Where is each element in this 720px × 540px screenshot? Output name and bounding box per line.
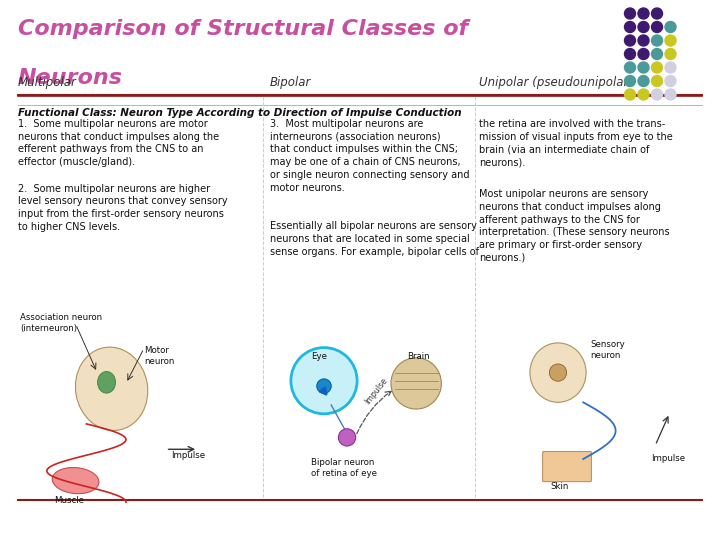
Text: 3.  Most multipolar neurons are
interneurons (association neurons)
that conduct : 3. Most multipolar neurons are interneur…: [270, 119, 469, 193]
Ellipse shape: [530, 343, 586, 402]
Circle shape: [624, 89, 636, 100]
Text: Bipolar: Bipolar: [270, 76, 311, 89]
Circle shape: [665, 89, 676, 100]
Text: Motor
neuron: Motor neuron: [144, 346, 174, 366]
Circle shape: [638, 76, 649, 86]
Circle shape: [652, 22, 662, 32]
Text: 2.  Some multipolar neurons are higher
level sensory neurons that convey sensory: 2. Some multipolar neurons are higher le…: [18, 184, 228, 232]
Circle shape: [652, 49, 662, 59]
Circle shape: [338, 429, 356, 446]
Circle shape: [317, 379, 331, 393]
Circle shape: [291, 348, 357, 414]
Ellipse shape: [391, 357, 441, 409]
Text: Most unipolar neurons are sensory
neurons that conduct impulses along
afferent p: Most unipolar neurons are sensory neuron…: [479, 189, 670, 263]
Circle shape: [665, 62, 676, 73]
Text: 1.  Some multipolar neurons are motor
neurons that conduct impulses along the
ef: 1. Some multipolar neurons are motor neu…: [18, 119, 219, 167]
Ellipse shape: [76, 347, 148, 430]
Circle shape: [665, 35, 676, 46]
Text: Impulse: Impulse: [171, 451, 205, 460]
Circle shape: [638, 35, 649, 46]
Circle shape: [652, 62, 662, 73]
Circle shape: [665, 76, 676, 86]
Circle shape: [638, 62, 649, 73]
Text: Neurons: Neurons: [18, 68, 123, 87]
Circle shape: [665, 49, 676, 59]
Text: Eye: Eye: [311, 352, 327, 361]
Circle shape: [638, 89, 649, 100]
Text: Impulse: Impulse: [364, 376, 390, 406]
Circle shape: [638, 8, 649, 19]
Text: Functional Class: Neuron Type According to Direction of Impulse Conduction: Functional Class: Neuron Type According …: [18, 108, 462, 118]
Circle shape: [638, 22, 649, 32]
Circle shape: [652, 8, 662, 19]
Text: Bipolar neuron
of retina of eye: Bipolar neuron of retina of eye: [311, 458, 377, 478]
Circle shape: [624, 76, 636, 86]
Text: Multipolar: Multipolar: [18, 76, 77, 89]
Circle shape: [638, 49, 649, 59]
Text: Muscle: Muscle: [54, 496, 84, 505]
Circle shape: [549, 364, 567, 381]
Text: Essentially all bipolar neurons are sensory
neurons that are located in some spe: Essentially all bipolar neurons are sens…: [270, 221, 479, 257]
Circle shape: [624, 22, 636, 32]
Text: Association neuron
(interneuron): Association neuron (interneuron): [20, 313, 102, 333]
Circle shape: [624, 49, 636, 59]
Text: Unipolar (pseudounipolar): Unipolar (pseudounipolar): [479, 76, 633, 89]
Text: Skin: Skin: [551, 482, 570, 491]
Circle shape: [652, 89, 662, 100]
Text: Brain: Brain: [407, 352, 429, 361]
FancyBboxPatch shape: [543, 451, 591, 482]
Text: Sensory
neuron: Sensory neuron: [590, 340, 625, 360]
Text: Impulse: Impulse: [652, 454, 685, 463]
Text: the retina are involved with the trans-
mission of visual inputs from eye to the: the retina are involved with the trans- …: [479, 119, 672, 167]
Ellipse shape: [53, 468, 99, 494]
Circle shape: [624, 35, 636, 46]
Ellipse shape: [97, 372, 115, 393]
Circle shape: [624, 8, 636, 19]
Circle shape: [665, 22, 676, 32]
Circle shape: [624, 62, 636, 73]
Text: Comparison of Structural Classes of: Comparison of Structural Classes of: [18, 19, 468, 39]
Circle shape: [652, 76, 662, 86]
Circle shape: [652, 35, 662, 46]
